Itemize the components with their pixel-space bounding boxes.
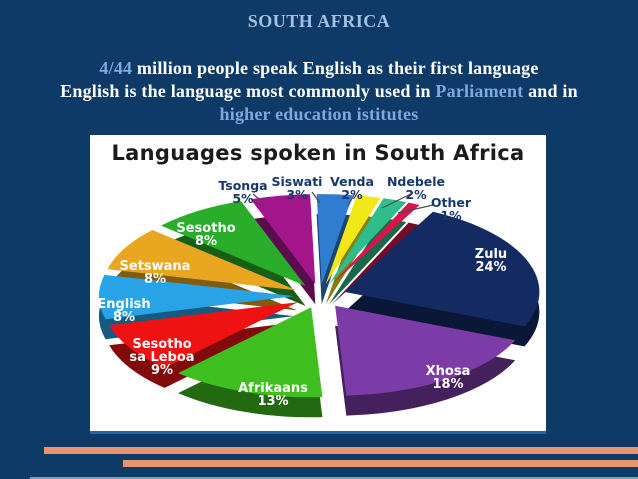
pie-slice-other [331, 202, 420, 286]
slice-label-setswana: Setswana 8% [120, 259, 191, 287]
slide-body: 4/44 million people speak English as the… [0, 57, 638, 126]
pie-slice-xhosa [335, 305, 516, 396]
body-line-2: English is the language most commonly us… [0, 80, 638, 103]
leader-line [252, 193, 266, 205]
body-line-1: 4/44 million people speak English as the… [0, 57, 638, 80]
slice-label-sesotho: Sesotho 8% [176, 221, 235, 249]
pie-slice-ndebele [328, 198, 407, 285]
pie-slice-sesotho-sa-leboa [109, 302, 298, 368]
page-title: SOUTH AFRICA [247, 11, 391, 31]
slice-label-ndebele: Ndebele 2% [387, 174, 445, 202]
body-line-2-pre: English is the language most commonly us… [60, 81, 436, 101]
slice-label-zulu: Zulu 24% [475, 247, 507, 275]
body-line-2-accent: Parliament [435, 81, 524, 101]
slice-label-xhosa: Xhosa 18% [426, 364, 471, 392]
body-line-2-post: and in [523, 81, 578, 101]
pie-slice-english [98, 274, 294, 320]
slice-label-afrikaans: Afrikaans 13% [238, 381, 308, 409]
pie-slice-sesotho [161, 201, 306, 286]
pie-slice-venda [325, 195, 381, 285]
slice-label-other: Other 1% [431, 195, 472, 223]
leader-line [397, 204, 434, 214]
pie-slice-siswati [316, 194, 353, 284]
slice-label-venda: Venda 2% [330, 174, 374, 202]
pie-slice-afrikaans [178, 307, 323, 398]
leader-line [311, 191, 321, 204]
leader-line [347, 192, 356, 207]
pie-slice-setswana [107, 230, 297, 291]
decor-bar-2 [123, 460, 638, 467]
slice-label-siswati: Siswati 3% [272, 174, 323, 202]
pie-svg: Zulu 24% Xhosa 18% Afrikaans 13% Sesotho sa Leb… [97, 174, 540, 418]
body-line-1-accent: 4/44 [99, 58, 133, 78]
body-line-1-rest: million people speak English as their fi… [132, 58, 539, 78]
chart-title: Languages spoken in South Africa [111, 141, 525, 165]
chart-image: Zulu 24% Xhosa 18% Afrikaans 13% Sesotho sa Leb… [90, 135, 546, 434]
pie-slice-tsonga [250, 194, 316, 285]
decor-bottom-line [30, 477, 638, 479]
slice-label-english: English 8% [97, 297, 150, 325]
slice-label-tsonga: Tsonga 5% [218, 178, 267, 206]
body-line-3: higher education istitutes [219, 104, 419, 124]
pie-slice-zulu [344, 211, 540, 327]
leader-line [381, 192, 414, 209]
decor-bar-1 [44, 447, 638, 454]
slice-label-sesotho-sa-leboa: Sesotho sa Leboa 9% [129, 337, 194, 378]
pie-slice-side-ndebele [328, 218, 407, 305]
